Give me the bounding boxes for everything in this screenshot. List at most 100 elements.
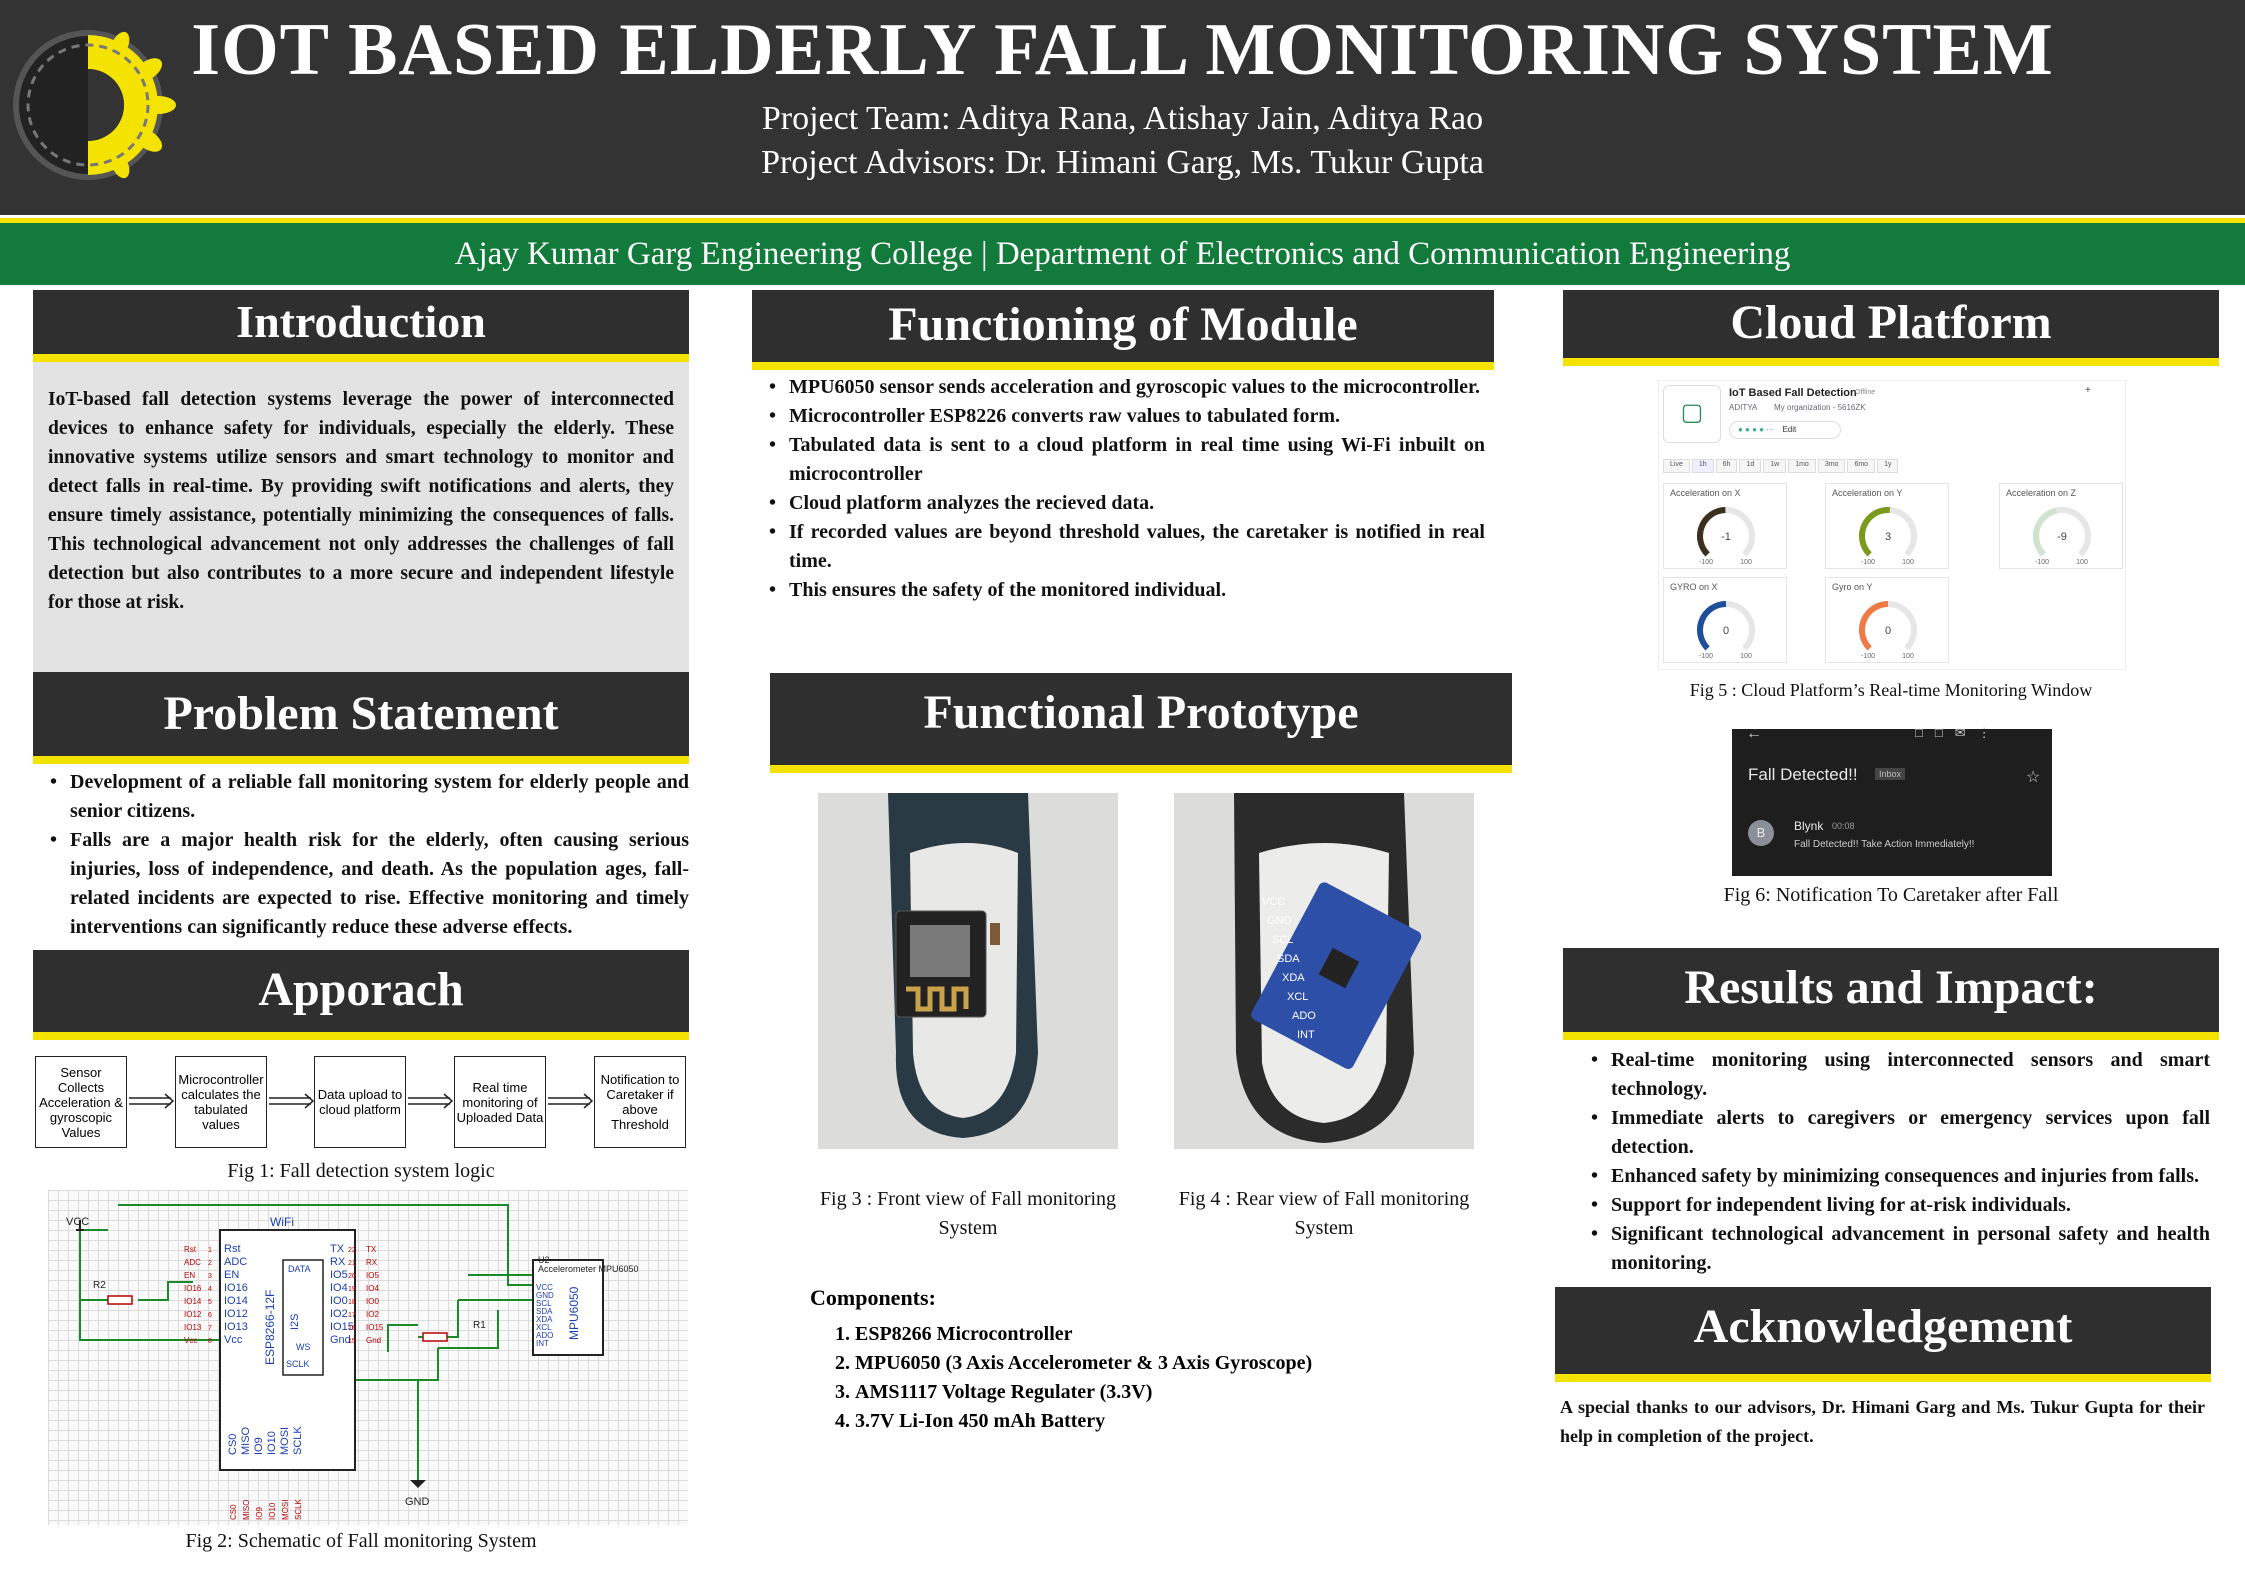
time-tab[interactable]: 1mo (1788, 459, 1816, 473)
gauge-dial: 0 -100 100 (1697, 601, 1755, 660)
chip-net-label: IO14 (184, 1297, 202, 1306)
pin-number: 1 (208, 1247, 212, 1254)
chip-net-label: RX (366, 1258, 378, 1267)
back-arrow-icon[interactable]: ← (1746, 725, 1762, 742)
gauge-max: 100 (1740, 559, 1752, 566)
dashboard-toolbar[interactable]: ● ● ● ● ⋯ Edit (1729, 421, 1841, 439)
gauge-dial: -9 -100 100 (2033, 507, 2091, 566)
module-item: Cloud platform analyzes the recieved dat… (763, 489, 1485, 518)
inbox-tag: Inbox (1875, 768, 1906, 780)
device-status: Offline (1855, 389, 1876, 396)
pin-number: 5 (208, 1299, 212, 1306)
cloud-dashboard: ▢ IoT Based Fall Detection Offline ADITY… (1658, 380, 2126, 670)
chip-pin-label: ADC (224, 1256, 247, 1268)
chip-pin-label: IO13 (224, 1321, 248, 1333)
ack-text: A special thanks to our advisors, Dr. Hi… (1560, 1397, 2205, 1446)
gauge-value: 0 (1885, 625, 1891, 637)
pin-number: 7 (208, 1325, 212, 1332)
board-pin-label: VCC (1262, 896, 1285, 908)
chip-net-label: IO13 (184, 1323, 202, 1332)
fall-notification-email[interactable]: ← □□✉⋮ Fall Detected!! Inbox ☆ B Blynk 0… (1732, 725, 2052, 876)
time-tab[interactable]: 1d (1739, 459, 1762, 473)
time-tab[interactable]: Live (1663, 459, 1690, 473)
email-subject: Fall Detected!! (1748, 765, 1858, 784)
header-divider (0, 218, 2245, 223)
fig6-caption: Fig 6: Notification To Caretaker after F… (1723, 884, 2059, 906)
chip-net-label: IO4 (366, 1284, 379, 1293)
gauge-fill (1697, 601, 1727, 651)
sensor-pin-label: VCC (536, 1283, 553, 1292)
time-tab[interactable]: 1h (1691, 459, 1714, 473)
gauge-min: -100 (1861, 559, 1875, 566)
star-icon[interactable]: ☆ (2026, 769, 2041, 786)
module-item: This ensures the safety of the monitored… (763, 576, 1485, 605)
r1-label: R1 (473, 1320, 486, 1331)
chip-net-label: MISO (242, 1500, 251, 1520)
time-tab[interactable]: 1y (1877, 459, 1899, 473)
data-label: DATA (288, 1264, 311, 1274)
flow-arrows (129, 1093, 594, 1109)
edit-button[interactable]: Edit (1782, 425, 1797, 434)
project-advisors: Project Advisors: Dr. Himani Garg, Ms. T… (761, 144, 1484, 181)
flow-step-microcontroller: Microcontroller calculates the tabulated… (175, 1056, 267, 1148)
chip-pin-label: TX (330, 1243, 345, 1255)
problem-item: Falls are a major health risk for the el… (44, 826, 689, 942)
chip-net-label: CS0 (229, 1504, 238, 1520)
gauge-label: Acceleration on Z (2006, 488, 2077, 498)
chip-net-label: ADC (184, 1258, 201, 1267)
chip-pin-label: MISO (240, 1426, 252, 1455)
gauge-value: 0 (1723, 625, 1729, 637)
module-item: Microcontroller ESP8226 converts raw val… (763, 402, 1485, 431)
pin-number: 19 (348, 1286, 356, 1293)
chip-net-label: Gnd (366, 1336, 381, 1345)
fig4-caption: Fig 4 : Rear view of Fall monitoring Sys… (1178, 1188, 1470, 1239)
chip-net-label: IO16 (184, 1284, 202, 1293)
chip-net-label: IO12 (184, 1310, 202, 1319)
result-item: Immediate alerts to caregivers or emerge… (1585, 1104, 2210, 1162)
fig5-caption: Fig 5 : Cloud Platform’s Real-time Monit… (1689, 680, 2093, 700)
chip-pin-label: IO12 (224, 1308, 248, 1320)
r2-label: R2 (93, 1280, 106, 1291)
gauge-fill (2033, 507, 2058, 557)
board-pin-label: SCL (1272, 934, 1293, 946)
chip-pin-label: CS0 (227, 1434, 239, 1455)
time-tab[interactable]: 6h (1715, 459, 1738, 473)
chip-net-label: Vcc (184, 1336, 197, 1345)
board-pin-label: INT (1297, 1029, 1315, 1041)
gauge-card: Acceleration on X -1 -100 100 (1663, 483, 1787, 569)
results-heading: Results and Impact: (1563, 948, 2219, 1040)
cloud-heading: Cloud Platform (1563, 290, 2219, 366)
gauge-min: -100 (1699, 559, 1713, 566)
board-pin-label: ADO (1292, 1010, 1316, 1022)
gauge-fill (1859, 601, 1889, 651)
time-tab[interactable]: 3mo (1817, 459, 1846, 473)
add-icon[interactable]: + (2085, 385, 2091, 396)
sensor-pin-label: XDA (536, 1315, 553, 1324)
email-message: Fall Detected!! Take Action Immediately!… (1794, 839, 1975, 850)
gauge-card: Acceleration on Y 3 -100 100 (1825, 483, 1949, 569)
time-tab[interactable]: 6mo (1847, 459, 1876, 473)
chip-net-label: IO0 (366, 1297, 379, 1306)
gauge-max: 100 (1902, 559, 1914, 566)
u2-sub-label: Accelerometer MPU6050 (538, 1264, 639, 1274)
chip-pin-label: IO16 (224, 1282, 248, 1294)
result-item: Significant technological advancement in… (1585, 1220, 2210, 1278)
problem-heading: Problem Statement (33, 672, 689, 764)
flow-step-upload: Data upload to cloud platform (314, 1056, 406, 1148)
chip-pin-label: EN (224, 1269, 239, 1281)
pin-number: 3 (208, 1273, 212, 1280)
fig3-caption: Fig 3 : Front view of Fall monitoring Sy… (819, 1188, 1117, 1239)
time-tab[interactable]: 1w (1763, 459, 1787, 473)
email-actions-icons[interactable]: □□✉⋮ (1915, 725, 2003, 740)
chip-label: ESP8266-12F (263, 1290, 277, 1365)
chip-net-label: TX (366, 1245, 377, 1254)
chip-pin-label: IO14 (224, 1295, 248, 1307)
chip-pin-label: IO10 (266, 1431, 278, 1455)
gauge-dial: 3 -100 100 (1859, 507, 1917, 566)
intro-heading: Introduction (33, 290, 689, 362)
sensor-pin-label: GND (536, 1291, 554, 1300)
result-item: Enhanced safety by minimizing consequenc… (1585, 1162, 2210, 1191)
dashboard-owner: ADITYA (1729, 403, 1758, 412)
chip-net-label: IO15 (366, 1323, 384, 1332)
board-pin-label: GND (1267, 915, 1292, 927)
